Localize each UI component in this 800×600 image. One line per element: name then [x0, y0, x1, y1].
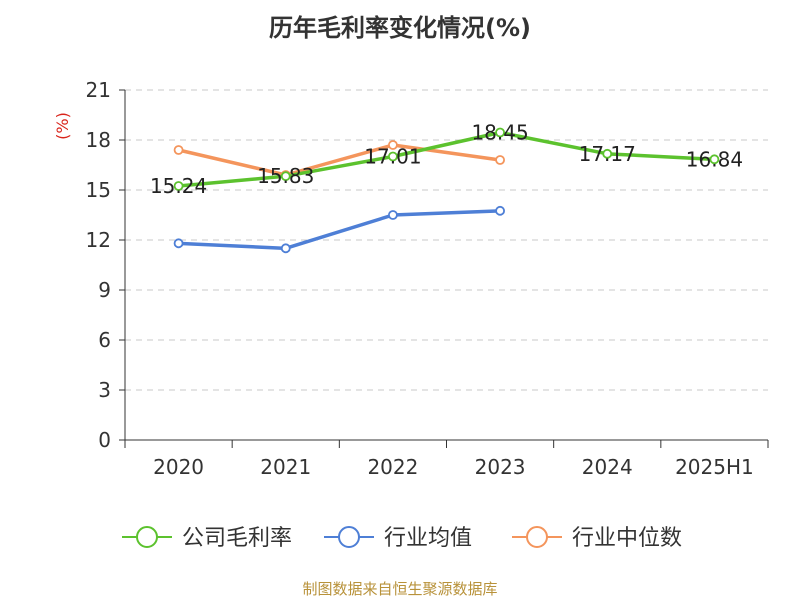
y-axis-label: (%) [53, 112, 72, 140]
data-label: 17.01 [364, 145, 421, 169]
chart-title: 历年毛利率变化情况(%) [269, 14, 531, 42]
legend-label: 行业中位数 [572, 526, 682, 551]
y-tick-label: 12 [86, 228, 111, 252]
data-point [495, 155, 505, 165]
data-label: 15.24 [150, 174, 207, 198]
y-tick-label: 15 [86, 178, 111, 202]
data-point [388, 140, 398, 150]
y-tick-label: 3 [98, 378, 111, 402]
data-point [388, 210, 398, 220]
x-tick-label: 2025H1 [675, 455, 754, 479]
legend-marker [338, 526, 360, 548]
data-label: 18.45 [471, 121, 528, 145]
y-tick-label: 21 [86, 78, 111, 102]
legend-marker [136, 526, 158, 548]
data-point [495, 205, 505, 216]
data-point [388, 151, 398, 162]
legend-label: 行业均值 [384, 526, 472, 551]
y-tick-label: 9 [98, 278, 111, 302]
data-point [173, 181, 184, 191]
x-tick-label: 2024 [582, 455, 633, 479]
data-label: 17.17 [579, 142, 636, 166]
data-point [280, 171, 291, 182]
x-tick-label: 2020 [153, 455, 204, 479]
source-note: 制图数据来自恒生聚源数据库 [302, 580, 498, 598]
data-label: 15.83 [257, 164, 314, 188]
data-label: 16.84 [686, 147, 743, 171]
y-tick-label: 0 [98, 428, 111, 452]
data-point [173, 145, 184, 155]
data-point [602, 148, 613, 159]
series-line-1 [176, 209, 502, 251]
series-line-0 [176, 130, 717, 188]
data-point [280, 243, 291, 254]
y-tick-label: 18 [86, 128, 111, 152]
series-line-2 [176, 143, 502, 177]
data-point [495, 127, 505, 138]
data-point [709, 154, 720, 165]
legend-label: 公司毛利率 [182, 526, 292, 551]
x-tick-label: 2021 [260, 455, 311, 479]
x-tick-label: 2022 [367, 455, 418, 479]
x-tick-label: 2023 [475, 455, 526, 479]
legend-marker [526, 526, 548, 548]
y-tick-label: 6 [98, 328, 111, 352]
data-point [173, 238, 184, 249]
